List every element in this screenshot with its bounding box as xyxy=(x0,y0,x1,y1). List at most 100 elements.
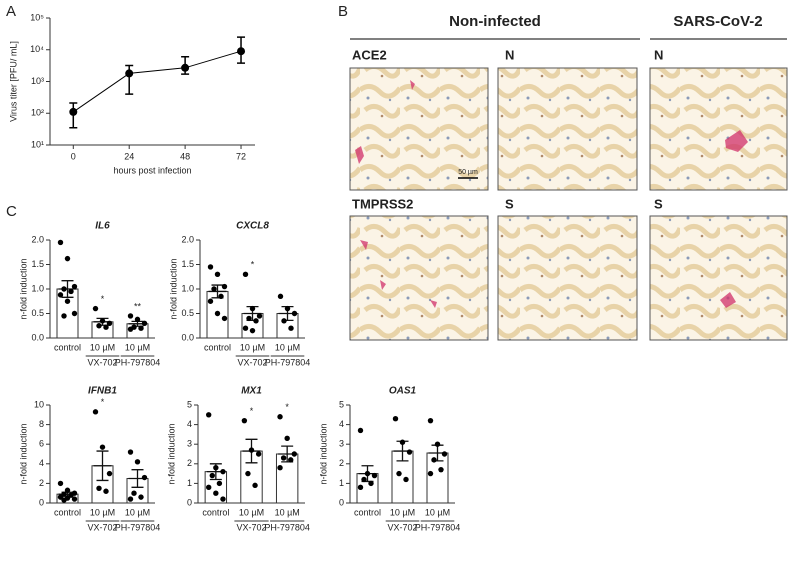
data-point xyxy=(92,305,99,312)
data-point xyxy=(68,288,74,295)
y-tick-label: 4 xyxy=(339,419,344,429)
data-point xyxy=(57,239,64,246)
data-point xyxy=(69,107,78,116)
data-point xyxy=(206,412,212,418)
micrograph xyxy=(649,215,788,341)
error-bar xyxy=(243,305,262,322)
y-tick-label: 0.5 xyxy=(181,308,194,318)
y-tick-label: 10³ xyxy=(31,76,44,86)
data-point xyxy=(253,318,259,324)
error-bar xyxy=(128,469,147,488)
data-point xyxy=(57,292,64,298)
data-point xyxy=(216,480,223,487)
y-tick-label: 0 xyxy=(339,497,344,507)
data-point xyxy=(406,449,413,455)
data-point xyxy=(57,480,64,487)
y-tick-label: 2.0 xyxy=(31,234,44,244)
group-label: PH-797804 xyxy=(115,357,161,367)
significance: * xyxy=(101,294,105,304)
x-tick-label: 10 µM xyxy=(275,507,300,517)
data-point xyxy=(99,318,106,324)
error-bar xyxy=(393,440,412,462)
data-point xyxy=(71,283,78,290)
y-axis-label: n-fold induction xyxy=(168,258,178,319)
data-point xyxy=(213,490,219,496)
data-point xyxy=(371,472,378,479)
y-tick-label: 6 xyxy=(39,439,44,449)
x-tick-label: 10 µM xyxy=(125,342,150,352)
micrographs: 50 µm xyxy=(349,67,788,341)
data-point xyxy=(277,465,283,471)
y-tick-label: 1.0 xyxy=(181,283,194,293)
y-tick-label: 10⁵ xyxy=(30,12,44,22)
error-bar xyxy=(208,284,227,299)
data-point xyxy=(220,496,226,502)
data-point xyxy=(252,482,258,489)
significance: * xyxy=(101,397,105,407)
data-point xyxy=(392,416,399,422)
data-point xyxy=(99,444,106,450)
chart-title: IFNB1 xyxy=(88,386,117,397)
data-point xyxy=(214,310,221,317)
chart-title: OAS1 xyxy=(389,386,417,397)
data-point xyxy=(96,485,102,491)
data-point xyxy=(127,326,134,332)
y-axis-label: n-fold induction xyxy=(318,423,328,484)
data-point xyxy=(220,468,226,475)
chart-title: MX1 xyxy=(241,386,262,397)
data-point xyxy=(141,320,148,326)
group-label: VX-702 xyxy=(236,522,266,532)
y-tick-label: 0 xyxy=(187,497,192,507)
x-tick-label: 0 xyxy=(71,151,76,161)
image-label: N xyxy=(654,47,663,62)
data-point xyxy=(291,451,297,457)
y-axis-label: Virus titer [PFU/ mL] xyxy=(8,41,18,122)
y-tick-label: 1.5 xyxy=(31,259,44,269)
error-bar xyxy=(93,450,112,482)
x-tick-label: 10 µM xyxy=(240,342,265,352)
data-point xyxy=(288,457,294,463)
micrograph xyxy=(497,67,638,191)
data-point xyxy=(214,271,221,277)
group-label: VX-702 xyxy=(87,357,117,367)
y-tick-label: 5 xyxy=(187,399,192,409)
data-point xyxy=(368,480,374,487)
data-point xyxy=(64,487,71,493)
x-tick-label: control xyxy=(202,507,229,517)
group-label: VX-702 xyxy=(387,522,417,532)
data-point xyxy=(61,313,67,319)
data-point xyxy=(103,488,109,494)
data-point xyxy=(396,470,402,477)
data-point xyxy=(138,494,144,500)
x-tick-label: 10 µM xyxy=(390,507,415,517)
image-label: ACE2 xyxy=(352,47,387,62)
error-bar xyxy=(278,445,297,463)
data-point xyxy=(221,315,228,322)
image-label: S xyxy=(505,196,514,211)
data-point xyxy=(281,318,287,324)
data-point xyxy=(96,323,102,329)
data-point xyxy=(61,286,67,292)
significance: * xyxy=(251,260,255,270)
data-point xyxy=(127,496,134,502)
data-point xyxy=(277,414,283,420)
data-point xyxy=(284,305,291,312)
y-tick-label: 4 xyxy=(187,419,192,429)
data-point xyxy=(207,264,214,270)
data-point xyxy=(221,283,228,290)
x-tick-label: 48 xyxy=(180,151,190,161)
data-point xyxy=(242,271,249,277)
group-label: VX-702 xyxy=(237,357,267,367)
y-tick-label: 2 xyxy=(339,458,344,468)
data-point xyxy=(64,255,71,262)
data-point xyxy=(237,47,246,56)
image-label: N xyxy=(505,47,514,62)
y-tick-label: 5 xyxy=(339,399,344,409)
x-tick-label: 10 µM xyxy=(90,342,115,352)
y-tick-label: 1.0 xyxy=(31,283,44,293)
data-point xyxy=(357,484,364,491)
image-label: S xyxy=(654,196,663,211)
data-point xyxy=(207,298,214,304)
x-axis-label: hours post infection xyxy=(113,165,191,175)
